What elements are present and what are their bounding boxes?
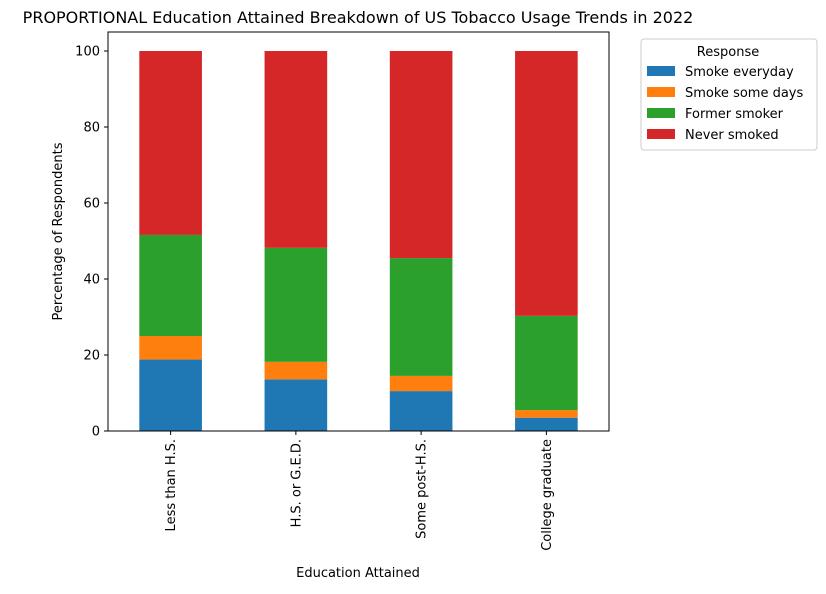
legend-label: Former smoker [685, 107, 784, 122]
x-axis: Less than H.S. H.S. or G.E.D. Some post-H.… [164, 431, 555, 551]
bar-segment [389, 375, 453, 392]
legend: Response Smoke everyday Smoke some days Fo… [640, 38, 818, 151]
legend-swatch [647, 66, 675, 76]
bar-segment [264, 379, 328, 431]
bars-group [139, 51, 578, 431]
x-tick-label: College graduate [540, 439, 555, 551]
bar-segment [264, 361, 328, 380]
y-tick-label: 100 [75, 45, 100, 60]
x-tick-label: Less than H.S. [164, 439, 179, 531]
bar-segment [389, 258, 453, 376]
bar-segment [139, 336, 202, 360]
legend-label: Never smoked [685, 128, 779, 143]
x-axis-label: Education Attained [296, 566, 420, 581]
x-tick-label: Some post-H.S. [415, 439, 430, 539]
legend-label: Smoke some days [685, 86, 803, 101]
x-tick-label: H.S. or G.E.D. [289, 439, 304, 527]
bar-segment [139, 359, 202, 431]
legend-swatch [647, 108, 675, 118]
bar-segment [139, 234, 202, 336]
plot-frame [107, 31, 610, 432]
bar-segment [264, 247, 328, 362]
legend-swatch [647, 129, 675, 139]
bar-segment [264, 51, 328, 248]
y-axis: 0 20 40 60 80 100 [75, 45, 108, 440]
legend-frame [640, 38, 818, 151]
bar-segment [515, 51, 578, 316]
bar-segment [389, 391, 453, 431]
y-tick-label: 60 [83, 197, 100, 212]
y-tick-label: 40 [83, 273, 100, 288]
chart-title: PROPORTIONAL Education Attained Breakdow… [23, 8, 694, 27]
bar-segment [515, 315, 578, 411]
legend-label: Smoke everyday [685, 65, 794, 80]
bar-segment [515, 410, 578, 418]
y-tick-label: 20 [83, 349, 100, 364]
legend-title: Response [697, 45, 759, 60]
bar-segment [139, 51, 202, 235]
y-axis-label: Percentage of Respondents [51, 142, 66, 320]
bar-segment [389, 51, 453, 259]
y-tick-label: 0 [92, 425, 100, 440]
y-tick-label: 80 [83, 121, 100, 136]
legend-swatch [647, 87, 675, 97]
bar-segment [515, 417, 578, 431]
